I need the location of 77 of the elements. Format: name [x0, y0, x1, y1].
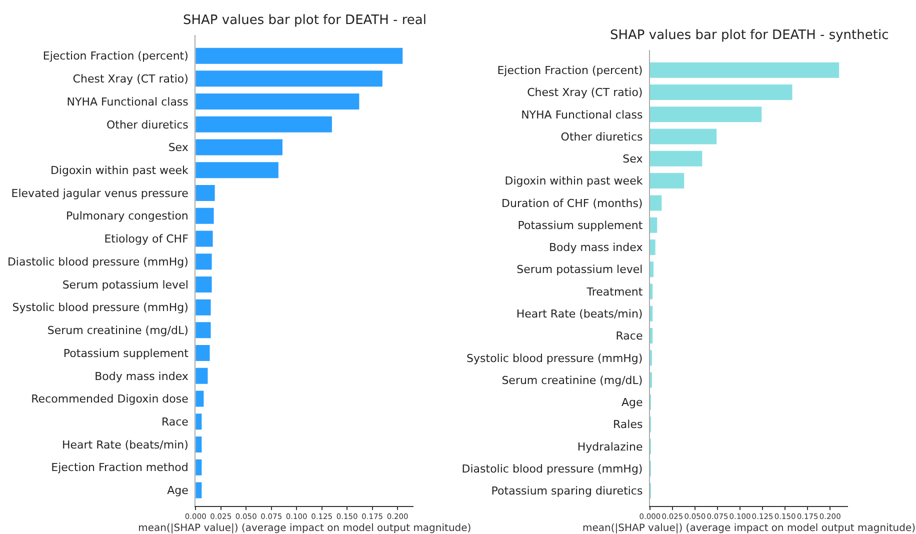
y-tick-label: Ejection Fraction (percent) [42, 50, 188, 63]
y-tick-label: Heart Rate (beats/min) [62, 438, 188, 452]
y-tick-label: Diastolic blood pressure (mmHg) [7, 255, 188, 268]
bar [196, 208, 214, 224]
bar [650, 284, 653, 300]
bar [196, 482, 202, 498]
x-axis-title: mean(|SHAP value|) (average impact on model output magnitude) [582, 523, 916, 534]
y-tick-label: Elevated jagular venus pressure [11, 186, 189, 200]
y-tick-label: Sex [168, 141, 189, 154]
bar [196, 230, 213, 247]
y-tick-label: Ejection Fraction method [51, 461, 188, 474]
y-tick-label: Treatment [586, 285, 644, 298]
bar [196, 48, 403, 64]
bar [196, 299, 211, 316]
y-tick-label: Chest Xray (CT ratio) [527, 86, 643, 100]
bar [196, 70, 382, 87]
bar [196, 162, 278, 178]
y-tick-label: Serum creatinine (mg/dL) [502, 374, 643, 387]
y-tick-label: Recommended Digoxin dose [31, 392, 189, 406]
y-tick-label: Systolic blood pressure (mmHg) [12, 301, 188, 314]
bar [650, 262, 654, 278]
bar [650, 328, 653, 344]
bar [196, 436, 202, 453]
y-tick-label: Pulmonary congestion [66, 210, 188, 223]
y-tick-label: Race [161, 415, 189, 428]
bar [196, 322, 211, 338]
y-tick-label: Other diuretics [560, 130, 643, 144]
y-tick-label: Digoxin within past week [50, 164, 190, 177]
y-tick-label: Heart Rate (beats/min) [516, 307, 643, 320]
bar [196, 254, 212, 270]
y-tick-label: Digoxin within past week [504, 174, 644, 188]
bar [650, 84, 792, 100]
y-tick-label: Chest Xray (CT ratio) [72, 72, 188, 86]
y-tick-label: Rales [613, 418, 643, 432]
y-tick-label: NYHA Functional class [521, 108, 643, 122]
chart-title: SHAP values bar plot for DEATH - real [183, 13, 426, 28]
chart-title: SHAP values bar plot for DEATH - synthetic [610, 28, 889, 43]
y-tick-label: Hydralazine [577, 440, 643, 454]
bar [196, 390, 204, 407]
y-tick-label: NYHA Functional class [66, 95, 189, 108]
y-tick-label: Duration of CHF (months) [502, 196, 643, 210]
bar [650, 173, 684, 189]
y-tick-label: Diastolic blood pressure (mmHg) [462, 462, 643, 476]
x-axis-title: mean(|SHAP value|) (average impact on model output magnitude) [138, 523, 472, 534]
y-tick-label: Age [167, 484, 189, 498]
y-tick-label: Etiology of CHF [104, 232, 188, 246]
y-tick-label: Potassium supplement [518, 218, 644, 232]
bar [196, 345, 210, 362]
y-tick-label: Body mass index [94, 370, 189, 383]
bar [196, 414, 202, 430]
bar [650, 106, 762, 122]
y-tick-label: Potassium supplement [63, 346, 190, 360]
bar [196, 368, 208, 384]
bar [196, 139, 282, 156]
bar [196, 276, 212, 292]
y-tick-label: Potassium sparing diuretics [491, 484, 643, 498]
y-tick-label: Body mass index [548, 241, 644, 254]
bar [650, 128, 717, 144]
y-tick-label: Serum potassium level [62, 278, 188, 292]
bar [196, 94, 360, 110]
bar [650, 306, 653, 322]
bar [196, 459, 202, 476]
y-tick-label: Race [616, 330, 643, 343]
bar [650, 150, 702, 166]
y-tick-label: Other diuretics [106, 118, 189, 132]
y-tick-label: Systolic blood pressure (mmHg) [466, 352, 643, 365]
y-tick-label: Sex [622, 152, 644, 166]
bar [650, 239, 656, 255]
bar [196, 116, 332, 132]
y-tick-label: Ejection Fraction (percent) [497, 64, 643, 77]
bar [650, 62, 840, 78]
bar [196, 185, 215, 202]
bar [650, 195, 662, 211]
y-tick-label: Serum potassium level [516, 263, 643, 276]
y-tick-label: Serum creatinine (mg/dL) [47, 324, 188, 338]
y-tick-label: Age [621, 396, 643, 410]
bar [650, 217, 658, 233]
